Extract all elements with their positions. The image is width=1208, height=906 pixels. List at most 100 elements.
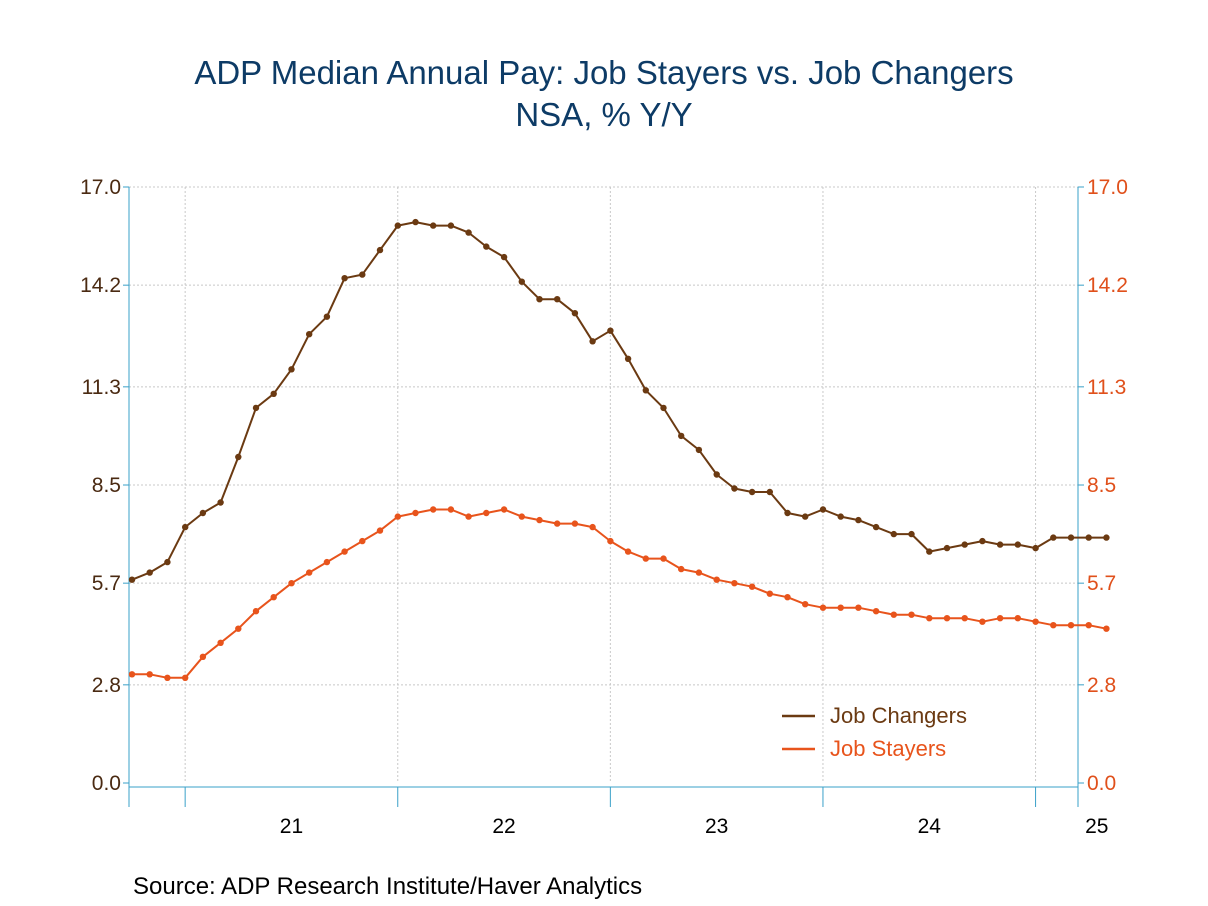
data-point-job-changers xyxy=(182,523,189,531)
data-point-job-stayers xyxy=(252,608,260,615)
data-point-job-stayers xyxy=(199,653,207,660)
data-point-job-stayers xyxy=(802,601,809,608)
data-point-job-changers xyxy=(890,530,897,538)
data-point-job-stayers xyxy=(341,548,348,555)
data-point-job-changers xyxy=(571,310,579,317)
data-point-job-stayers xyxy=(766,590,773,597)
data-point-job-changers xyxy=(235,453,242,461)
x-tick-label: 25 xyxy=(1085,815,1108,838)
data-point-job-stayers xyxy=(926,615,933,622)
data-point-job-changers xyxy=(713,471,720,478)
data-point-job-changers xyxy=(731,485,738,492)
data-point-job-changers xyxy=(412,218,419,226)
data-point-job-changers xyxy=(607,327,614,334)
source-note: Source: ADP Research Institute/Haver Ana… xyxy=(133,873,642,900)
data-point-job-changers xyxy=(199,509,207,517)
y-tick-label-left: 11.3 xyxy=(82,376,121,399)
data-point-job-changers xyxy=(1085,534,1092,541)
data-point-job-changers xyxy=(518,278,525,285)
data-point-job-stayers xyxy=(1103,625,1110,632)
data-point-job-stayers xyxy=(695,569,703,576)
y-tick-label-right: 17.0 xyxy=(1087,176,1128,199)
left-y-axis-ticks: 17.0 14.2 11.3 8.5 5.7 2.8 0.0 xyxy=(80,176,121,795)
data-point-job-stayers xyxy=(1050,622,1057,629)
data-point-job-changers xyxy=(128,576,136,583)
data-point-job-changers xyxy=(855,516,862,524)
data-point-job-stayers xyxy=(518,513,525,520)
data-point-job-changers xyxy=(323,313,331,320)
series-line-job-stayers xyxy=(132,508,1107,679)
data-point-job-changers xyxy=(1032,544,1039,552)
data-point-job-stayers xyxy=(182,674,189,681)
data-point-job-stayers xyxy=(554,520,561,527)
chart-subtitle: NSA, % Y/Y xyxy=(515,96,692,133)
data-point-job-changers xyxy=(394,222,401,229)
y-tick-label-left: 14.2 xyxy=(80,274,121,297)
right-y-axis-ticks: 17.0 14.2 11.3 8.5 5.7 2.8 0.0 xyxy=(1087,176,1128,795)
data-point-job-changers xyxy=(1067,534,1075,541)
data-point-job-stayers xyxy=(359,537,366,545)
data-point-job-changers xyxy=(341,275,348,282)
data-point-job-stayers xyxy=(164,674,171,681)
legend-label-job-stayers: Job Stayers xyxy=(830,736,946,761)
data-point-job-stayers xyxy=(748,583,756,590)
data-point-job-changers xyxy=(908,530,915,538)
data-point-job-changers xyxy=(430,222,437,229)
data-point-job-changers xyxy=(1050,534,1057,541)
data-point-job-stayers xyxy=(819,604,827,611)
y-tick-label-left: 8.5 xyxy=(92,474,121,497)
legend-label-job-changers: Job Changers xyxy=(830,703,967,728)
data-point-job-stayers xyxy=(217,639,224,646)
data-point-job-stayers xyxy=(979,618,986,625)
data-point-job-stayers xyxy=(500,506,508,513)
x-axis-ticks: 21 22 23 24 25 xyxy=(280,815,1109,838)
axes xyxy=(123,186,1084,807)
data-point-job-stayers xyxy=(1014,615,1021,622)
y-tick-label-right: 11.3 xyxy=(1087,376,1126,399)
data-point-job-changers xyxy=(996,541,1004,548)
y-tick-label-right: 5.7 xyxy=(1087,572,1116,595)
y-tick-label-right: 8.5 xyxy=(1087,474,1116,497)
data-point-job-changers xyxy=(784,509,791,517)
chart-title: ADP Median Annual Pay: Job Stayers vs. J… xyxy=(194,54,1013,91)
data-point-job-changers xyxy=(1014,541,1021,548)
data-point-job-changers xyxy=(802,513,809,520)
data-point-job-stayers xyxy=(890,611,897,618)
data-point-job-stayers xyxy=(908,611,915,618)
data-point-job-stayers xyxy=(1085,622,1092,629)
data-point-job-stayers xyxy=(1032,618,1039,625)
data-point-job-stayers xyxy=(412,509,419,517)
data-point-job-changers xyxy=(359,271,366,278)
data-point-job-changers xyxy=(695,446,703,454)
data-point-job-changers xyxy=(554,296,561,303)
data-point-job-changers xyxy=(483,243,490,250)
data-point-job-stayers xyxy=(607,537,614,545)
y-tick-label-left: 5.7 xyxy=(92,572,121,595)
data-point-job-changers xyxy=(837,513,844,520)
data-point-job-stayers xyxy=(855,604,862,611)
y-tick-label-left: 0.0 xyxy=(92,772,121,795)
data-point-job-changers xyxy=(146,569,153,576)
data-point-job-changers xyxy=(164,558,171,566)
y-tick-label-right: 2.8 xyxy=(1087,674,1116,697)
data-point-job-changers xyxy=(1103,534,1110,541)
y-tick-label-right: 14.2 xyxy=(1087,274,1128,297)
data-point-job-changers xyxy=(660,404,667,412)
data-point-job-changers xyxy=(589,338,596,345)
data-point-job-stayers xyxy=(961,615,968,622)
data-point-job-changers xyxy=(288,366,295,373)
data-point-job-stayers xyxy=(872,608,880,615)
data-point-job-stayers xyxy=(784,594,791,601)
data-point-job-stayers xyxy=(376,527,384,534)
data-point-job-stayers xyxy=(536,516,543,524)
legend: Job Changers Job Stayers xyxy=(782,703,967,761)
data-point-job-changers xyxy=(624,355,632,362)
data-point-job-stayers xyxy=(731,580,738,587)
x-tick-label: 24 xyxy=(918,815,942,838)
y-tick-label-right: 0.0 xyxy=(1087,772,1116,795)
data-point-job-stayers xyxy=(306,569,313,576)
data-point-job-stayers xyxy=(270,594,277,601)
data-point-job-changers xyxy=(979,537,986,545)
data-point-job-stayers xyxy=(713,576,720,583)
